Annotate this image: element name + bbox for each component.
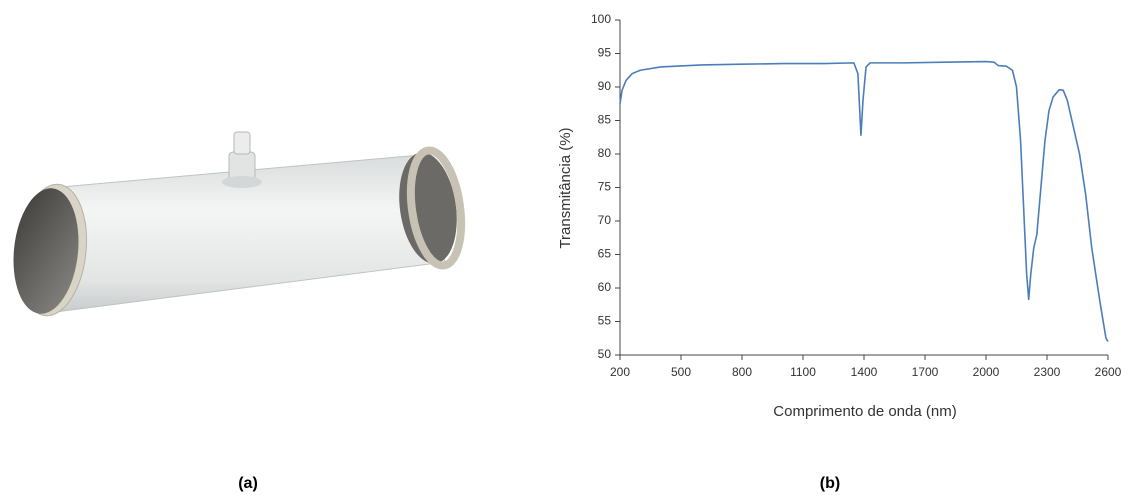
y-tick-label: 55 — [598, 314, 612, 328]
x-axis-label: Comprimento de onda (nm) — [773, 403, 956, 420]
y-tick-label: 85 — [598, 113, 612, 127]
y-tick-label: 95 — [598, 46, 612, 60]
x-tick-label: 1400 — [851, 365, 878, 379]
x-tick-label: 200 — [610, 365, 630, 379]
nozzle-cap — [233, 131, 251, 155]
x-tick-label: 2600 — [1095, 365, 1122, 379]
x-tick-label: 500 — [671, 365, 691, 379]
y-tick-label: 50 — [598, 347, 612, 361]
nozzle-base — [222, 176, 262, 188]
x-tick-label: 1700 — [912, 365, 939, 379]
x-tick-label: 800 — [732, 365, 752, 379]
y-tick-label: 60 — [598, 280, 612, 294]
caption: (b) — [820, 475, 840, 492]
near-window — [13, 188, 79, 314]
x-tick-label: 1100 — [790, 365, 816, 379]
data-line — [619, 60, 1109, 343]
y-axis-label: Transmitância (%) — [557, 127, 574, 248]
x-tick-label: 2300 — [1034, 365, 1061, 379]
x-tick-label: 2000 — [973, 365, 1000, 379]
y-tick-label: 80 — [598, 146, 612, 160]
y-tick-label: 90 — [598, 79, 612, 93]
caption: (a) — [238, 475, 258, 492]
y-tick-label: 65 — [598, 247, 612, 261]
y-tick-label: 75 — [598, 180, 612, 194]
far-ring — [406, 146, 466, 270]
cell-illustration — [13, 131, 466, 317]
y-tick-label: 70 — [598, 213, 612, 227]
y-tick-label: 100 — [591, 12, 611, 26]
